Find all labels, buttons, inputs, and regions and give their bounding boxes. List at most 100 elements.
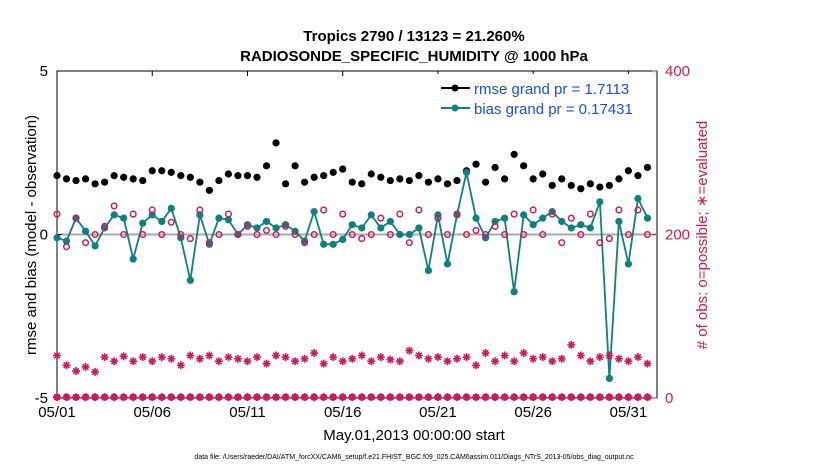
rmse-point [443, 180, 452, 188]
obs-evaluated-point [624, 357, 633, 366]
bias-point [348, 221, 356, 229]
obs-evaluated-point [281, 353, 290, 362]
obs-evaluated-point [319, 359, 328, 368]
obs-evaluated-point [510, 357, 519, 366]
rmse-point [558, 175, 566, 183]
obs-possible-point [148, 206, 156, 214]
rmse-point [481, 178, 490, 186]
y-axis-label: rmse and bias (model - observation) [23, 115, 40, 355]
rmse-point [81, 175, 90, 183]
obs-evaluated-point [433, 353, 442, 362]
rmse-point [320, 172, 328, 180]
bias-point [243, 221, 252, 229]
bias-point [424, 266, 433, 275]
obs-evaluated-baseline-point [510, 393, 519, 402]
obs-possible-point [329, 230, 337, 239]
obs-evaluated-point [310, 349, 319, 358]
rmse-point [348, 178, 356, 186]
obs-evaluated-baseline-point [186, 393, 195, 402]
legend-bias-marker [451, 104, 459, 112]
obs-possible-point [186, 235, 194, 243]
x-tick-label: 05/01 [38, 404, 76, 421]
obs-possible-point [567, 214, 575, 222]
bias-point [148, 211, 156, 219]
obs-evaluated-baseline-point [529, 393, 538, 402]
rmse-point [167, 168, 175, 176]
obs-evaluated-baseline-point [100, 393, 109, 402]
bias-point [367, 211, 375, 219]
bias-point [567, 224, 575, 232]
obs-evaluated-baseline-point [643, 393, 652, 402]
y-tick-label: 5 [40, 63, 48, 80]
bias-point [510, 288, 518, 296]
obs-evaluated-point [643, 359, 652, 368]
obs-evaluated-baseline-point [233, 393, 242, 402]
obs-possible-point [643, 230, 652, 239]
bias-point [615, 217, 623, 226]
obs-evaluated-point [176, 361, 185, 370]
obs-evaluated-point [576, 351, 585, 360]
obs-possible-point [415, 206, 423, 214]
obs-evaluated-baseline-point [595, 393, 604, 402]
obs-evaluated-point [614, 354, 623, 363]
x-tick-label: 05/16 [324, 404, 362, 421]
rmse-point [339, 165, 347, 173]
obs-possible-point [396, 210, 404, 218]
obs-evaluated-baseline-point [205, 393, 214, 402]
obs-possible-point [548, 210, 556, 218]
obs-evaluated-point [395, 357, 404, 366]
rmse-point [91, 180, 99, 188]
obs-evaluated-baseline-point [481, 393, 490, 402]
obs-evaluated-point [529, 354, 538, 363]
rmse-point [62, 175, 71, 183]
obs-evaluated-baseline-point [519, 393, 528, 402]
obs-possible-point [558, 239, 566, 247]
bias-point [596, 198, 604, 206]
y2-tick-label: 200 [665, 227, 690, 244]
rmse-point [434, 175, 442, 183]
bias-point [120, 214, 128, 222]
bias-point [405, 230, 413, 239]
bias-point [301, 237, 309, 245]
obs-possible-point [243, 222, 252, 230]
obs-possible-point [196, 206, 204, 214]
obs-evaluated-point [91, 367, 100, 376]
rmse-point [386, 176, 394, 185]
rmse-point [253, 173, 261, 181]
bias-point [110, 211, 118, 219]
obs-evaluated-baseline-point [129, 393, 138, 402]
bias-point [272, 224, 280, 232]
obs-evaluated-baseline-point [214, 393, 223, 402]
obs-evaluated-point [329, 353, 338, 362]
bias-point [634, 194, 642, 203]
obs-evaluated-point [72, 367, 81, 376]
obs-evaluated-point [110, 357, 119, 366]
obs-evaluated-baseline-point [110, 393, 119, 402]
legend-rmse-label: rmse grand pr = 1.7113 [474, 81, 629, 98]
x-tick-label: 05/11 [229, 404, 265, 421]
rmse-point [158, 167, 166, 175]
rmse-point [529, 175, 537, 183]
y-tick-label: -5 [35, 390, 48, 407]
obs-evaluated-baseline-point [472, 393, 481, 402]
obs-evaluated-baseline-point [224, 393, 233, 402]
obs-evaluated-point [119, 352, 128, 361]
rmse-point [596, 183, 604, 191]
obs-possible-point [377, 214, 385, 222]
obs-evaluated-point [586, 357, 595, 366]
obs-possible-point [634, 206, 642, 214]
obs-possible-point [272, 230, 280, 239]
rmse-point [177, 172, 185, 180]
obs-evaluated-point [519, 349, 528, 358]
obs-possible-point [386, 230, 394, 239]
obs-evaluated-point [129, 357, 138, 366]
rmse-point [405, 176, 413, 185]
bias-point [262, 217, 271, 226]
obs-evaluated-point [291, 357, 300, 366]
rmse-point [120, 173, 128, 181]
obs-possible-point [520, 230, 528, 239]
legend: rmse grand pr = 1.7113 bias grand pr = 0… [435, 74, 653, 118]
obs-evaluated-point [300, 354, 309, 363]
x-tick-label: 05/26 [514, 404, 552, 421]
rmse-point [624, 167, 633, 175]
